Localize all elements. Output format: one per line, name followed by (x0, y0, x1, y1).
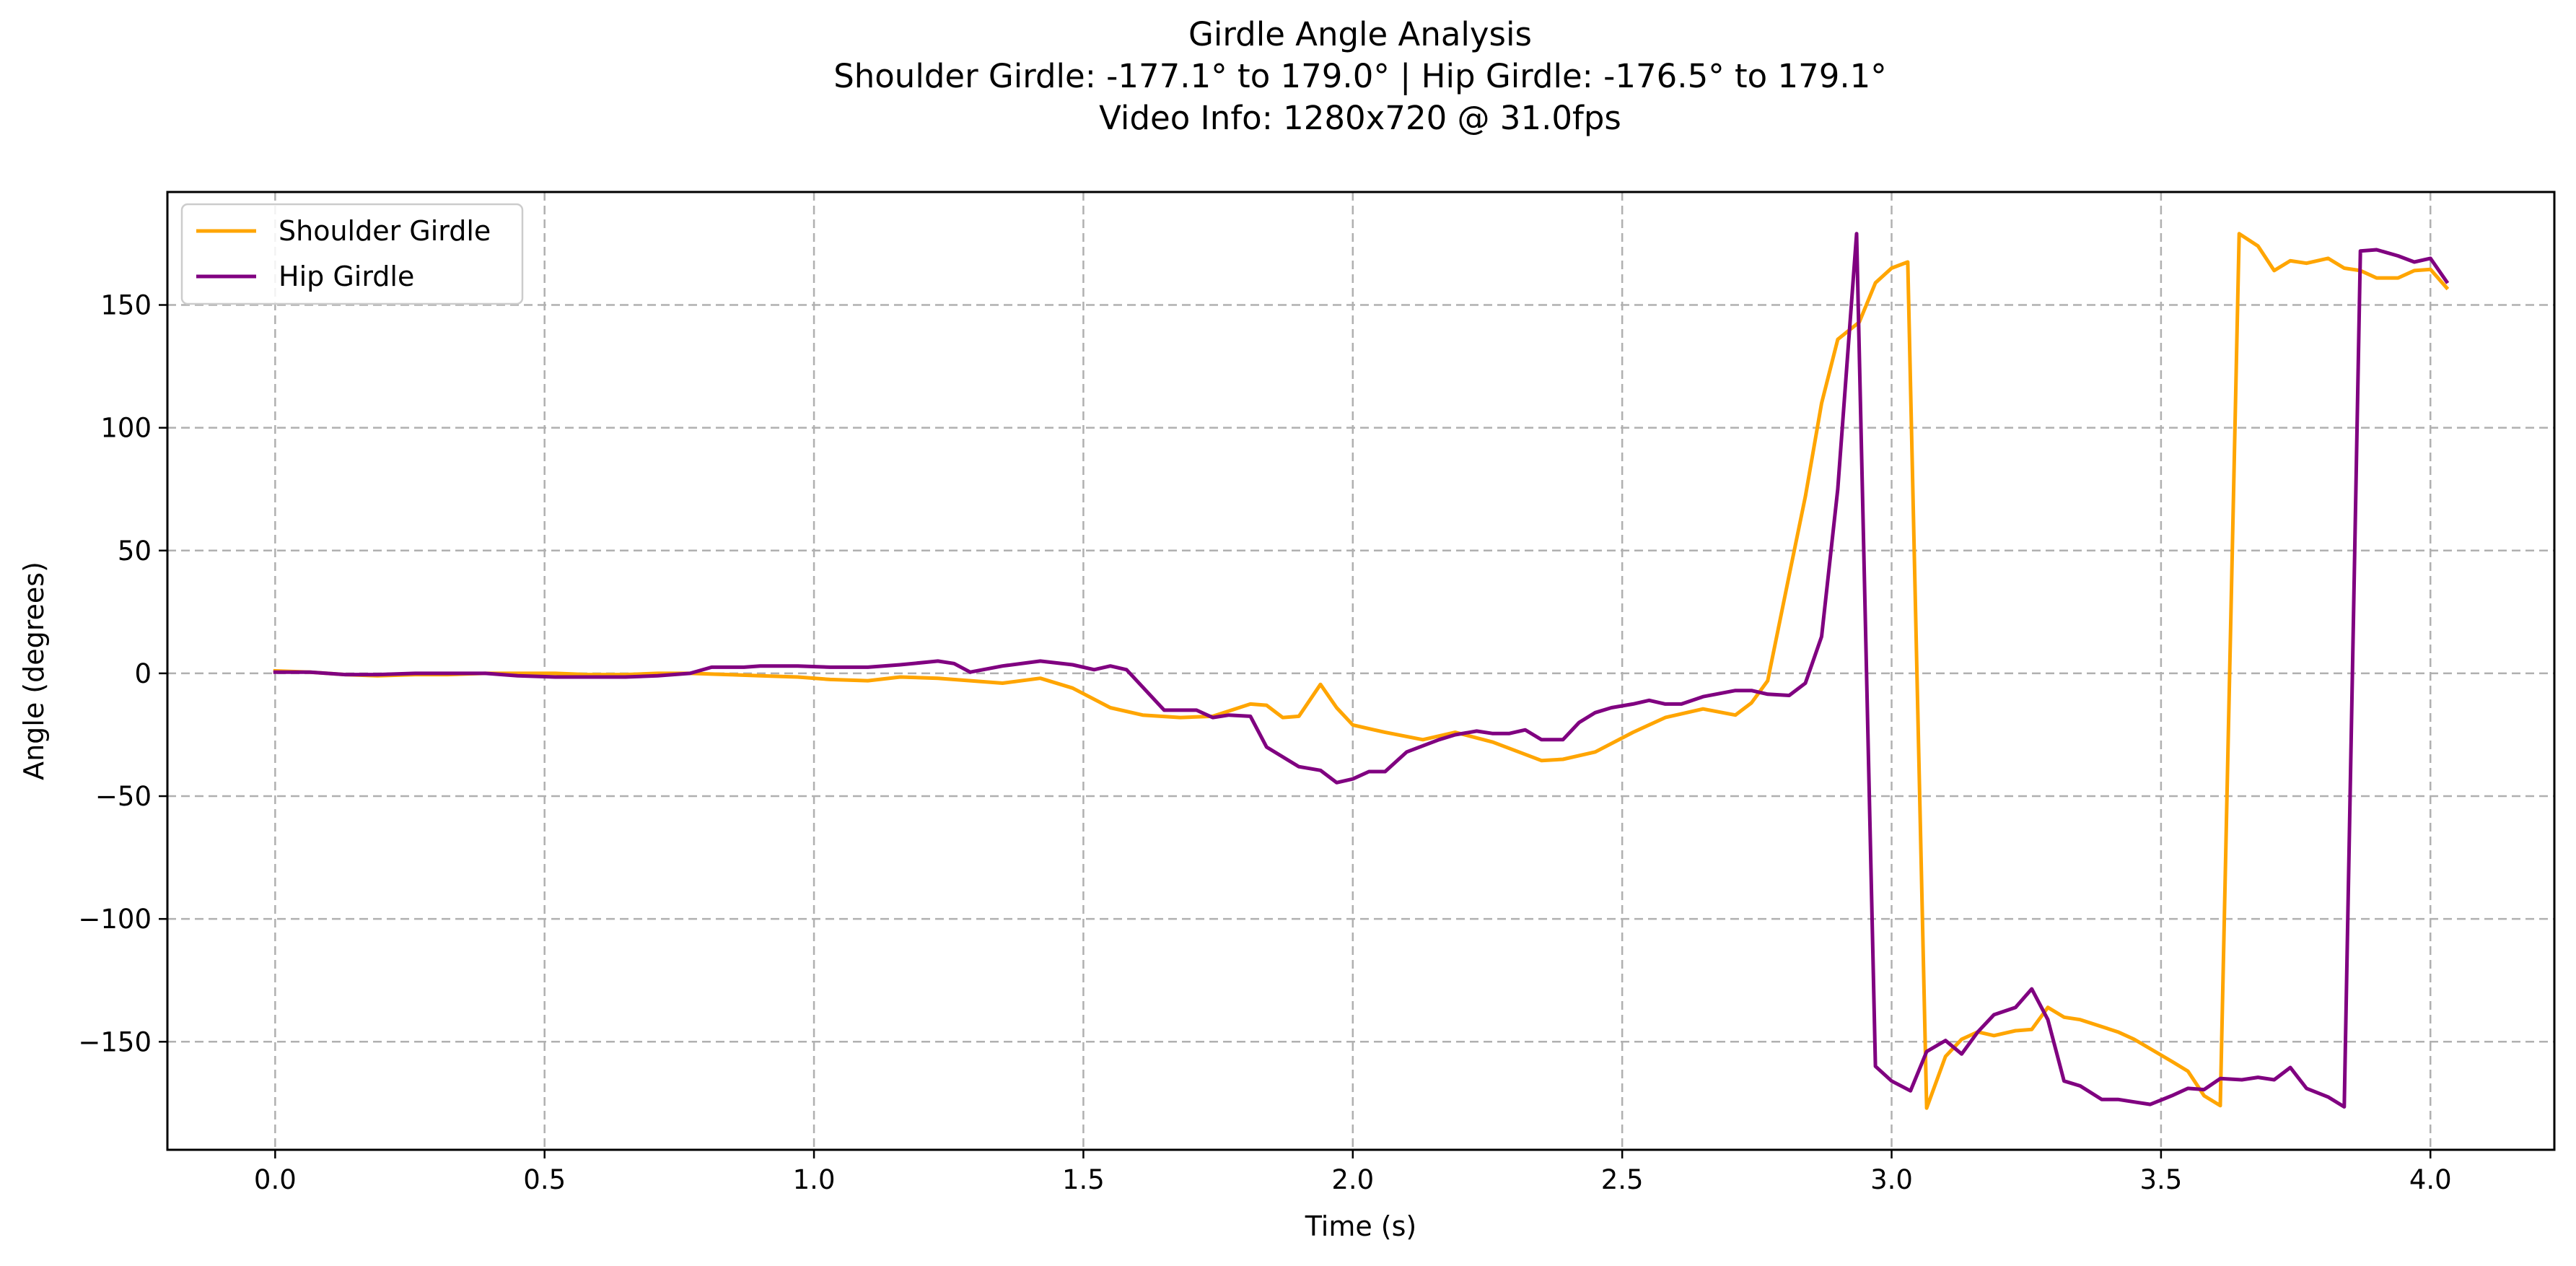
plot-frame (166, 191, 2556, 1151)
legend: Shoulder Girdle Hip Girdle (180, 203, 524, 305)
series-line-hip-girdle (273, 232, 2450, 1109)
x-tick-label: 4.0 (2409, 1164, 2452, 1195)
legend-label: Hip Girdle (279, 261, 414, 292)
x-tick-label: 0.5 (523, 1164, 566, 1195)
y-axis-label: Angle (degrees) (18, 562, 50, 780)
y-tick-label: 0 (134, 658, 152, 689)
y-tick-label: 100 (100, 413, 152, 444)
x-tick-label: 1.5 (1062, 1164, 1105, 1195)
x-tick-label: 0.0 (254, 1164, 297, 1195)
x-tick-label: 1.0 (793, 1164, 836, 1195)
grid-lines (167, 192, 2554, 1150)
series-lines (273, 232, 2450, 1110)
axis-ticks: 0.0 0.5 1.0 1.5 2.0 2.5 3.0 3.5 4.0 −150 −100 −50 0 5… (78, 290, 2451, 1195)
x-tick-label: 3.5 (2139, 1164, 2182, 1195)
legend-label: Shoulder Girdle (279, 215, 491, 247)
chart-subtitle-video-info: Video Info: 1280x720 @ 31.0fps (1099, 99, 1621, 137)
x-tick-label: 2.0 (1331, 1164, 1374, 1195)
y-tick-label: −50 (95, 781, 152, 812)
x-tick-label: 3.0 (1870, 1164, 1913, 1195)
y-tick-label: 150 (100, 290, 152, 321)
chart-subtitle-range: Shoulder Girdle: -177.1° to 179.0° | Hip… (833, 57, 1887, 95)
y-tick-label: −150 (78, 1026, 152, 1057)
y-tick-label: −100 (78, 904, 152, 935)
chart-title: Girdle Angle Analysis (1188, 15, 1532, 53)
series-line-shoulder-girdle (273, 232, 2450, 1110)
y-tick-label: 50 (118, 536, 152, 567)
legend-box (180, 203, 524, 305)
x-axis-label: Time (s) (1305, 1210, 1417, 1242)
x-tick-label: 2.5 (1601, 1164, 1644, 1195)
